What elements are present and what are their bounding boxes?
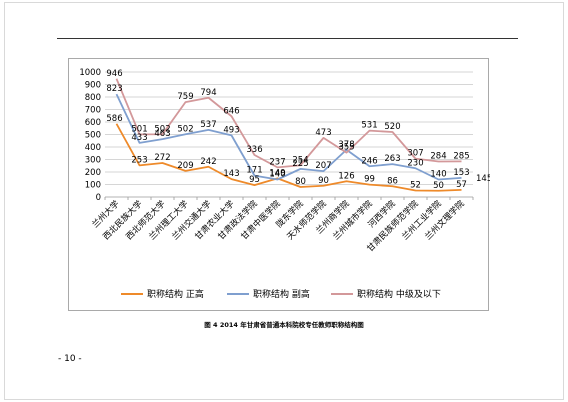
data-label: 140: [430, 170, 446, 180]
data-label: 230: [407, 158, 423, 168]
data-label: 307: [407, 149, 423, 159]
data-label: 242: [200, 157, 216, 167]
y-tick-label: 400: [85, 143, 101, 153]
legend-label-2: 职称结构 中级及以下: [357, 288, 441, 300]
data-label: 99: [364, 175, 375, 185]
data-label: 253: [131, 155, 147, 165]
y-tick-label: 900: [85, 81, 101, 91]
data-label: 531: [361, 121, 377, 131]
data-label: 149: [269, 168, 285, 178]
data-label: 52: [410, 181, 421, 191]
y-tick-label: 700: [85, 106, 101, 116]
series-line-2: [115, 78, 462, 169]
chart-container: 0 100 200 300 400 500 600 700 800 900 1000 兰州大学 西北民族…: [68, 58, 490, 311]
legend-label-0: 职称结构 正高: [147, 288, 204, 300]
data-label: 263: [384, 154, 400, 164]
data-label: 759: [177, 92, 193, 102]
data-label: 86: [387, 176, 398, 186]
data-label: 537: [200, 120, 216, 130]
data-label: 95: [249, 175, 260, 185]
y-tick-label: 300: [85, 156, 101, 166]
y-tick-label: 200: [85, 168, 101, 178]
data-label: 57: [456, 180, 467, 190]
header-rule: [57, 38, 518, 39]
data-label: 794: [200, 88, 216, 98]
data-label: 145: [476, 174, 490, 184]
data-label: 520: [384, 122, 400, 132]
series-line-0: [115, 123, 462, 192]
data-label: 254: [292, 155, 308, 165]
y-tick-label: 500: [85, 131, 101, 141]
figure-caption: 图 4 2014 年甘肃省普通本科院校专任教师职称结构图: [204, 321, 364, 329]
y-tick-label: 600: [85, 118, 101, 128]
data-label: 153: [453, 168, 469, 178]
data-label: 90: [318, 176, 329, 186]
data-label: 143: [223, 169, 239, 179]
data-label: 246: [361, 156, 377, 166]
data-label: 207: [315, 161, 331, 171]
data-label: 80: [295, 177, 306, 187]
data-label: 502: [154, 124, 170, 134]
data-label: 501: [131, 124, 147, 134]
line-chart: 01002003004005006007008009001000兰州大学西北民族…: [79, 68, 490, 300]
data-label: 140: [269, 170, 285, 180]
data-label: 463: [154, 129, 170, 139]
data-label: 378: [338, 140, 354, 150]
y-tick-label: 800: [85, 93, 101, 103]
y-tick-label: 100: [85, 181, 101, 191]
data-label: 237: [269, 157, 285, 167]
data-label: 646: [223, 106, 239, 116]
data-label: 473: [315, 128, 331, 138]
data-label: 355: [338, 143, 354, 153]
data-label: 502: [177, 124, 193, 134]
page-frame: [4, 2, 564, 400]
data-label: 225: [292, 159, 308, 169]
data-label: 272: [154, 153, 170, 163]
data-label: 823: [106, 84, 122, 94]
data-label: 336: [246, 145, 262, 155]
data-label: 285: [453, 151, 469, 161]
series-line-1: [115, 93, 462, 181]
data-label: 209: [177, 161, 193, 171]
data-label: 126: [338, 171, 354, 181]
data-label: 50: [433, 181, 444, 191]
data-label: 493: [223, 125, 239, 135]
y-tick-label: 1000: [79, 68, 101, 78]
data-label: 946: [106, 69, 122, 79]
data-label: 433: [131, 133, 147, 143]
data-label: 284: [430, 152, 446, 162]
y-tick-label: 0: [96, 193, 101, 203]
data-label: 586: [106, 114, 122, 124]
legend-label-1: 职称结构 副高: [253, 288, 310, 300]
data-label: 171: [246, 166, 262, 176]
page-number: - 10 -: [58, 354, 82, 364]
